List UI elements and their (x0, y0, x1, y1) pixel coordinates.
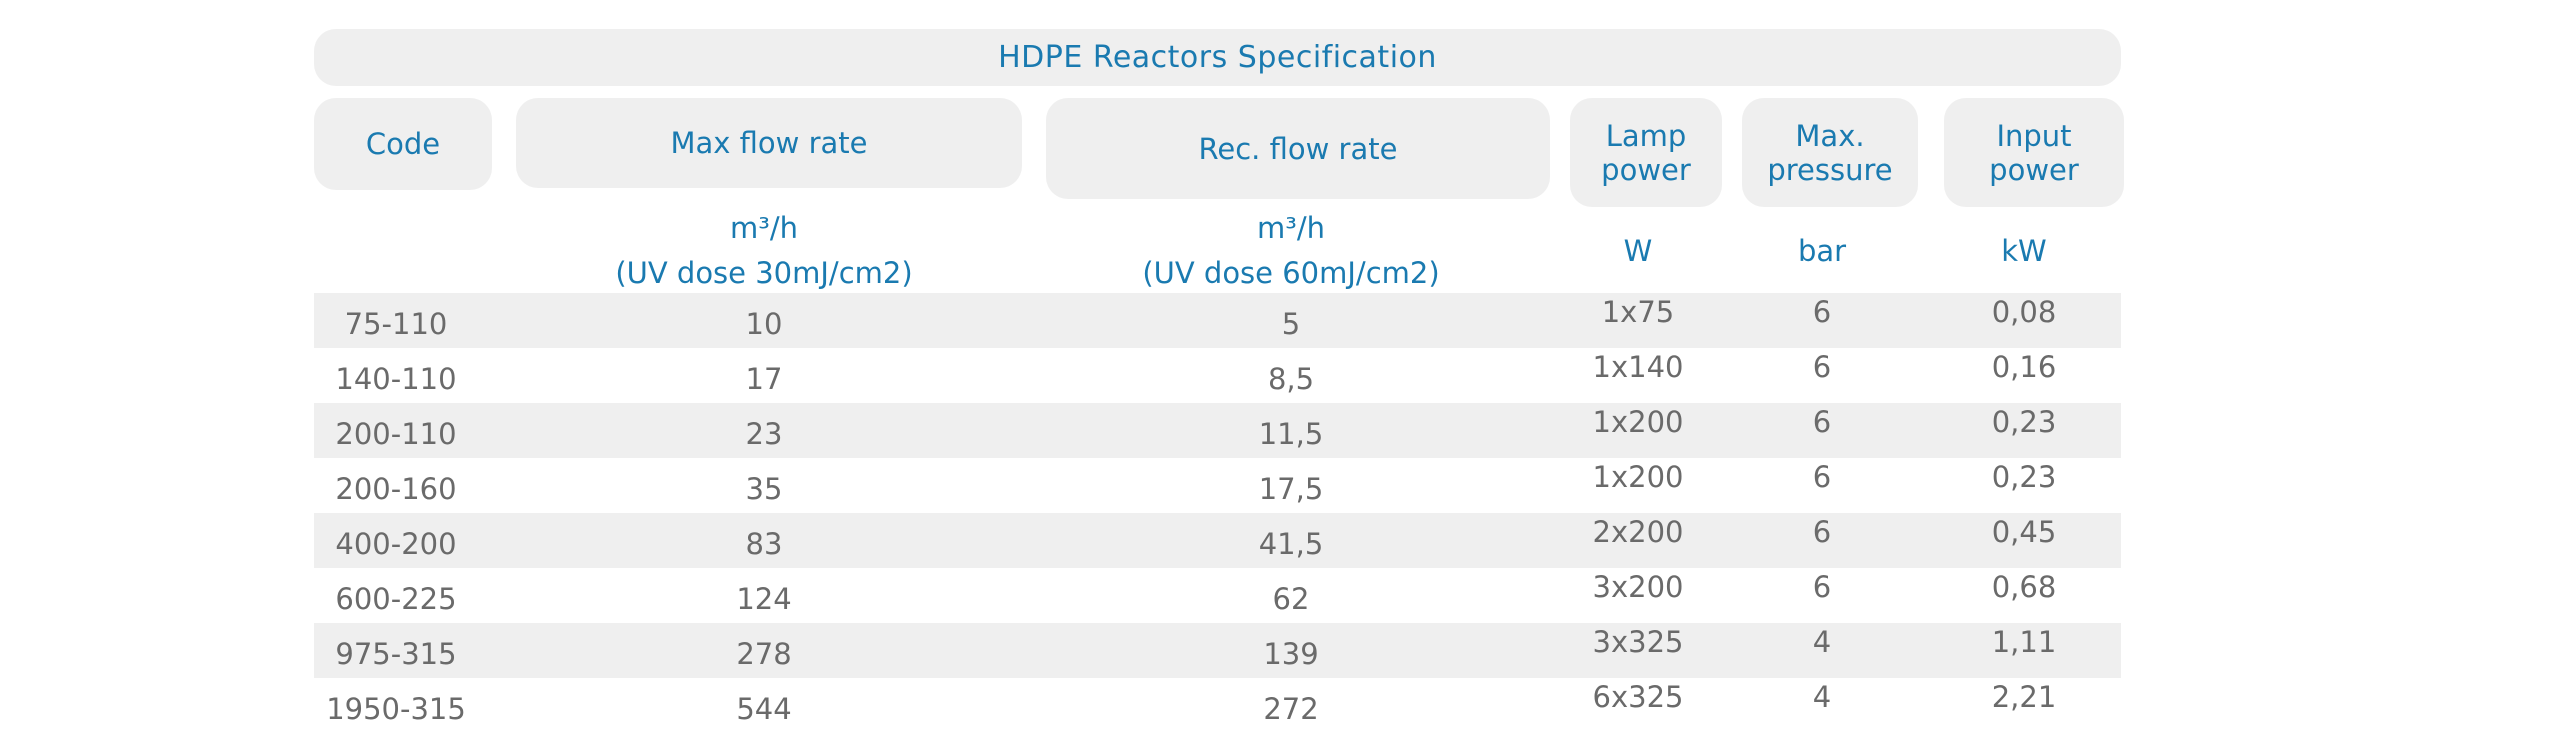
header-max-flow: Max flow rate (516, 98, 1022, 188)
cell-input-power: 0,68 (1991, 570, 2057, 604)
header-input-power-line2: power (1989, 152, 2079, 187)
cell-max-pressure: 6 (1812, 295, 1832, 329)
unit-max-flow: m³/h (UV dose 30mJ/cm2) (516, 206, 1012, 296)
table-row: 200-160 35 17,5 1x200 6 0,23 (314, 458, 2121, 513)
unit-lamp-power: W (1570, 206, 1706, 296)
header-input-power: Input power (1944, 98, 2124, 207)
cell-input-power: 1,11 (1991, 625, 2057, 659)
cell-max-flow: 23 (745, 416, 783, 451)
table-row: 975-315 278 139 3x325 4 1,11 (314, 623, 2121, 678)
cell-input-power: 2,21 (1991, 680, 2057, 714)
cell-max-flow: 278 (736, 636, 792, 671)
table-row: 140-110 17 8,5 1x140 6 0,16 (314, 348, 2121, 403)
cell-input-power: 0,08 (1991, 295, 2057, 329)
table-row: 400-200 83 41,5 2x200 6 0,45 (314, 513, 2121, 568)
cell-code: 600-225 (335, 581, 457, 616)
unit-max-pressure-label: bar (1797, 233, 1847, 268)
cell-code: 400-200 (335, 526, 457, 561)
header-max-pressure: Max. pressure (1742, 98, 1918, 207)
cell-rec-flow: 8,5 (1267, 361, 1315, 396)
header-input-power-line1: Input (1996, 118, 2072, 153)
header-lamp-power-line2: power (1601, 152, 1691, 187)
cell-max-pressure: 6 (1812, 350, 1832, 384)
cell-code: 1950-315 (326, 691, 466, 726)
cell-max-pressure: 4 (1812, 680, 1832, 714)
cell-code: 200-110 (335, 416, 457, 451)
cell-rec-flow: 41,5 (1258, 526, 1324, 561)
cell-input-power: 0,45 (1991, 515, 2057, 549)
cell-lamp-power: 6x325 (1592, 680, 1684, 714)
cell-max-pressure: 6 (1812, 460, 1832, 494)
cell-code: 75-110 (344, 306, 448, 341)
table-row: 75-110 10 5 1x75 6 0,08 (314, 293, 2121, 348)
header-max-pressure-line1: Max. (1795, 118, 1865, 153)
cell-max-pressure: 6 (1812, 515, 1832, 549)
table-body: 75-110 10 5 1x75 6 0,08 140-110 17 8,5 1… (314, 293, 2121, 733)
cell-max-flow: 17 (745, 361, 783, 396)
cell-lamp-power: 1x75 (1601, 295, 1675, 329)
cell-rec-flow: 11,5 (1258, 416, 1324, 451)
cell-max-pressure: 6 (1812, 405, 1832, 439)
header-code-label: Code (365, 127, 441, 161)
header-lamp-power: Lamp power (1570, 98, 1722, 207)
cell-rec-flow: 17,5 (1258, 471, 1324, 506)
unit-max-flow-dose: (UV dose 30mJ/cm2) (615, 256, 913, 290)
table-row: 1950-315 544 272 6x325 4 2,21 (314, 678, 2121, 733)
cell-lamp-power: 2x200 (1592, 515, 1684, 549)
cell-max-flow: 83 (745, 526, 783, 561)
cell-max-flow: 35 (745, 471, 783, 506)
cell-input-power: 0,23 (1991, 405, 2057, 439)
cell-max-flow: 124 (736, 581, 792, 616)
table-row: 200-110 23 11,5 1x200 6 0,23 (314, 403, 2121, 458)
unit-max-pressure: bar (1742, 206, 1902, 296)
cell-code: 140-110 (335, 361, 457, 396)
unit-rec-flow: m³/h (UV dose 60mJ/cm2) (1046, 206, 1536, 296)
cell-input-power: 0,16 (1991, 350, 2057, 384)
unit-max-flow-unit: m³/h (729, 211, 799, 245)
unit-lamp-power-label: W (1623, 233, 1653, 268)
header-max-flow-label: Max flow rate (670, 126, 868, 160)
cell-input-power: 0,23 (1991, 460, 2057, 494)
unit-rec-flow-unit: m³/h (1256, 211, 1326, 245)
header-code: Code (314, 98, 492, 190)
cell-rec-flow: 139 (1263, 636, 1319, 671)
table-title: HDPE Reactors Specification (314, 29, 2121, 86)
cell-code: 200-160 (335, 471, 457, 506)
header-rec-flow: Rec. flow rate (1046, 98, 1550, 199)
cell-lamp-power: 3x200 (1592, 570, 1684, 604)
cell-lamp-power: 1x200 (1592, 405, 1684, 439)
unit-rec-flow-dose: (UV dose 60mJ/cm2) (1142, 256, 1440, 290)
cell-lamp-power: 3x325 (1592, 625, 1684, 659)
cell-rec-flow: 62 (1272, 581, 1310, 616)
cell-max-flow: 10 (745, 306, 783, 341)
header-max-pressure-line2: pressure (1767, 152, 1893, 187)
unit-input-power-label: kW (2001, 233, 2047, 268)
cell-lamp-power: 1x200 (1592, 460, 1684, 494)
cell-max-pressure: 4 (1812, 625, 1832, 659)
cell-lamp-power: 1x140 (1592, 350, 1684, 384)
header-lamp-power-line1: Lamp (1605, 118, 1687, 153)
cell-max-flow: 544 (736, 691, 792, 726)
cell-rec-flow: 272 (1263, 691, 1319, 726)
header-rec-flow-label: Rec. flow rate (1198, 131, 1398, 166)
unit-input-power: kW (1944, 206, 2104, 296)
cell-max-pressure: 6 (1812, 570, 1832, 604)
cell-rec-flow: 5 (1281, 306, 1301, 341)
cell-code: 975-315 (335, 636, 457, 671)
table-row: 600-225 124 62 3x200 6 0,68 (314, 568, 2121, 623)
